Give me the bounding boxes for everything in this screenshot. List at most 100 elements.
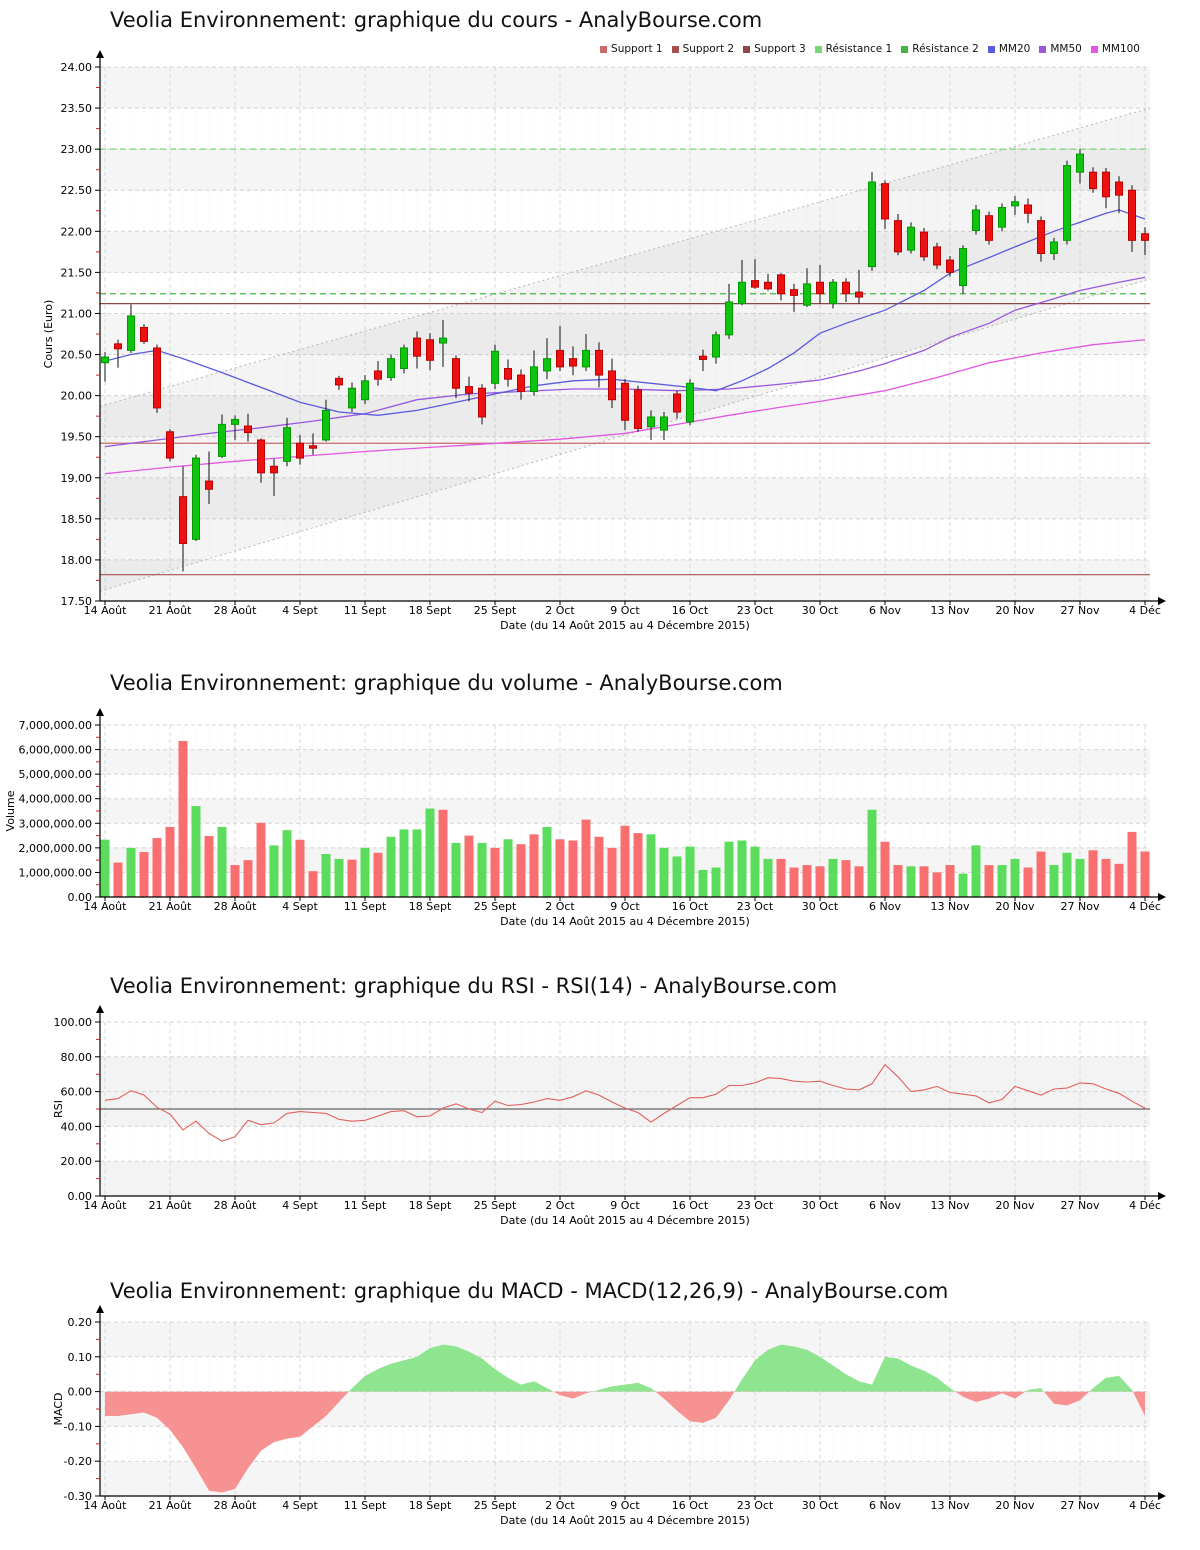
candle (842, 281, 850, 295)
legend-label: MM100 (1101, 43, 1140, 55)
candlesticks (101, 149, 1149, 572)
svg-text:20 Nov: 20 Nov (996, 1499, 1035, 1512)
candle (1076, 153, 1084, 173)
candle (1115, 181, 1123, 196)
svg-text:4 Sept: 4 Sept (282, 1199, 318, 1212)
volume-bar (477, 842, 487, 897)
candle (751, 280, 759, 288)
volume-bar (763, 858, 773, 897)
svg-text:4 Sept: 4 Sept (282, 604, 318, 617)
svg-text:21 Août: 21 Août (149, 604, 193, 617)
candle (1102, 171, 1110, 198)
candle (530, 366, 538, 393)
volume-bar (308, 871, 318, 897)
candle (127, 315, 135, 351)
candle (725, 301, 733, 336)
candle (283, 427, 291, 462)
svg-text:25 Sept: 25 Sept (474, 1199, 517, 1212)
macd-chart-canvas: -0.30 -0.20 -0.10 0.00 0.10 0.20 14 Août 21 Aoû… (52, 1305, 1166, 1527)
macd-area (105, 1344, 1145, 1493)
svg-text:14 Août: 14 Août (84, 1499, 128, 1512)
svg-text:-0.10: -0.10 (64, 1420, 92, 1433)
svg-text:23.50: 23.50 (61, 102, 93, 115)
candle (517, 374, 525, 393)
volume-bar (737, 840, 747, 897)
legend-swatch-icon (814, 45, 822, 53)
volume-bar (711, 867, 721, 897)
svg-text:1,000,000.00: 1,000,000.00 (19, 866, 92, 879)
volume-bar (425, 808, 435, 897)
volume-bar (581, 819, 591, 897)
x-axis-title: Date (du 14 Août 2015 au 4 Décembre 2015… (500, 619, 750, 632)
volume-bar (685, 846, 695, 897)
svg-text:19.00: 19.00 (61, 472, 93, 485)
x-axis-arrow-icon (1158, 1492, 1166, 1500)
x-axis-arrow-icon (1158, 893, 1166, 901)
svg-text:6 Nov: 6 Nov (869, 900, 901, 913)
legend-swatch-icon (901, 45, 909, 53)
legend-label: Résistance 1 (825, 43, 893, 55)
volume-bar (503, 839, 513, 897)
volume-bar (672, 856, 682, 897)
svg-text:23 Oct: 23 Oct (737, 1499, 774, 1512)
price-chart-section: Veolia Environnement: graphique du cours… (0, 0, 1200, 655)
svg-text:5,000,000.00: 5,000,000.00 (19, 768, 92, 781)
legend-label: MM20 (998, 43, 1031, 55)
candle (361, 380, 369, 401)
legend-label: Résistance 2 (912, 43, 979, 55)
svg-text:13 Nov: 13 Nov (931, 900, 970, 913)
volume-bar (1062, 852, 1072, 897)
volume-bar (945, 865, 955, 897)
candle (1050, 241, 1058, 254)
svg-text:27 Nov: 27 Nov (1061, 604, 1100, 617)
volume-bar (997, 865, 1007, 897)
candle (153, 347, 161, 409)
candle (205, 480, 213, 490)
svg-text:4 Sept: 4 Sept (282, 900, 318, 913)
candle (101, 356, 109, 364)
candle (790, 289, 798, 296)
volume-bar (620, 825, 630, 897)
volume-bar (750, 846, 760, 897)
volume-bar (1114, 863, 1124, 897)
candle (1141, 233, 1149, 241)
volume-bar (1140, 851, 1150, 897)
legend-label: MM50 (1050, 43, 1082, 55)
candle (712, 334, 720, 358)
svg-text:7,000,000.00: 7,000,000.00 (19, 719, 92, 732)
volume-bar (646, 834, 656, 897)
volume-bar (984, 865, 994, 897)
x-axis-arrow-icon (1158, 1192, 1166, 1200)
y-axis-arrow-icon (96, 708, 104, 716)
volume-chart-canvas: 0.00 1,000,000.00 2,000,000.00 3,000,000.00… (4, 708, 1166, 928)
candle (946, 259, 954, 273)
svg-text:0.20: 0.20 (68, 1316, 93, 1329)
volume-bar (438, 809, 448, 897)
candle (491, 350, 499, 384)
svg-text:18.50: 18.50 (61, 513, 93, 526)
volume-bar (802, 865, 812, 897)
axes: 0.00 1,000,000.00 2,000,000.00 3,000,000.00… (4, 708, 1166, 928)
volume-bar (113, 862, 123, 897)
price-chart-legend: Support 1 Support 2 Support 3 Résistance 1 R… (600, 43, 1140, 55)
svg-text:30 Oct: 30 Oct (802, 900, 839, 913)
svg-text:4 Déc: 4 Déc (1129, 1499, 1161, 1512)
candle (1011, 201, 1019, 207)
vertical-gridlines (104, 67, 1146, 601)
volume-bar (412, 829, 422, 897)
candle (114, 343, 122, 350)
svg-text:2 Oct: 2 Oct (545, 1199, 575, 1212)
svg-text:2 Oct: 2 Oct (545, 604, 575, 617)
svg-text:0.00: 0.00 (68, 1190, 93, 1203)
candle (1024, 204, 1032, 214)
rsi-chart-title: Veolia Environnement: graphique du RSI -… (110, 974, 838, 998)
candle (816, 281, 824, 295)
candle (985, 215, 993, 241)
candle (686, 382, 694, 423)
volume-bar (594, 836, 604, 897)
legend-item-mm20: MM20 (987, 43, 1031, 55)
svg-text:18 Sept: 18 Sept (409, 604, 452, 617)
svg-text:6 Nov: 6 Nov (869, 1199, 901, 1212)
macd-positive-area (348, 1344, 1133, 1392)
